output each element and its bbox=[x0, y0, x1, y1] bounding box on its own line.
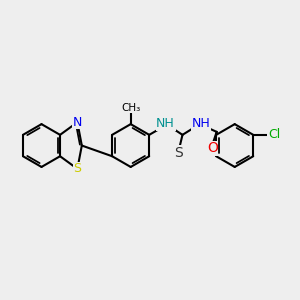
Text: CH₃: CH₃ bbox=[121, 103, 140, 113]
Text: Cl: Cl bbox=[268, 128, 280, 141]
Text: S: S bbox=[175, 146, 183, 160]
Text: O: O bbox=[207, 141, 218, 155]
Text: N: N bbox=[73, 116, 82, 129]
Text: NH: NH bbox=[192, 117, 211, 130]
Text: NH: NH bbox=[156, 117, 175, 130]
Text: S: S bbox=[74, 162, 81, 175]
